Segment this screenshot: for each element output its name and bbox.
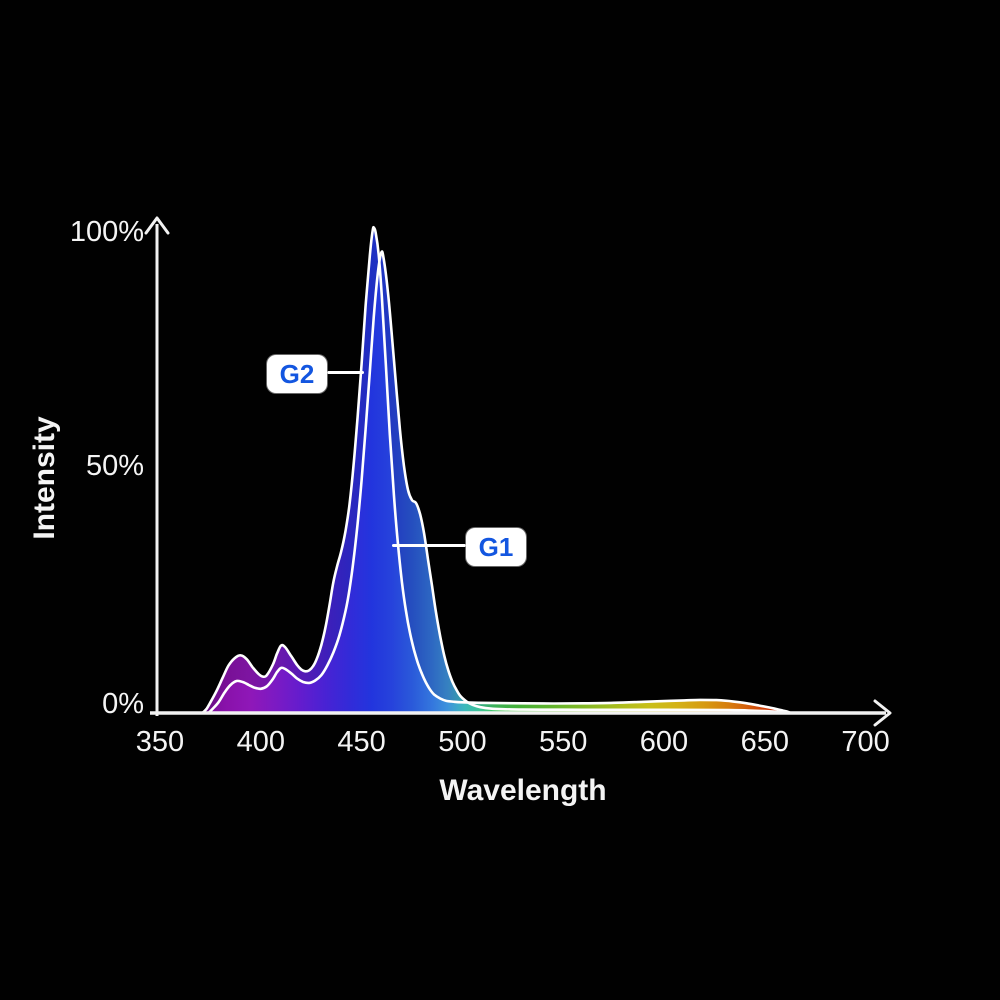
axes-layer [144, 216, 892, 727]
x-axis-title: Wavelength [439, 774, 607, 807]
g1-badge-label: G1 [478, 531, 514, 562]
g2-pointer-line [327, 371, 364, 374]
g2-badge-label: G2 [279, 358, 315, 389]
curves-layer [201, 225, 793, 715]
x-tick-label: 650 [740, 726, 789, 758]
x-tick-label: 550 [538, 726, 588, 758]
x-tick-label: 350 [135, 726, 185, 758]
g2-badge: G2 [267, 355, 327, 393]
g1-curve-fill [208, 251, 789, 713]
x-tick-label: 400 [236, 726, 285, 758]
y-axis-title: Intensity [28, 416, 61, 540]
g1-pointer-line [392, 544, 466, 547]
g1-curve-outline [207, 250, 791, 715]
x-tick-label: 500 [438, 726, 487, 758]
y-tick-label: 100% [69, 216, 144, 248]
g2-curve-fill [202, 227, 792, 713]
y-tick-label: 0% [102, 687, 144, 720]
x-tick-label: 700 [841, 726, 890, 758]
x-tick-label: 600 [639, 726, 689, 758]
y-axis-arrow-icon [144, 216, 170, 235]
y-tick-label: 50% [85, 449, 144, 482]
x-axis-arrow-icon [873, 699, 892, 727]
g1-badge: G1 [466, 528, 526, 566]
g2-curve-outline [201, 225, 793, 715]
x-tick-label: 450 [337, 726, 386, 758]
